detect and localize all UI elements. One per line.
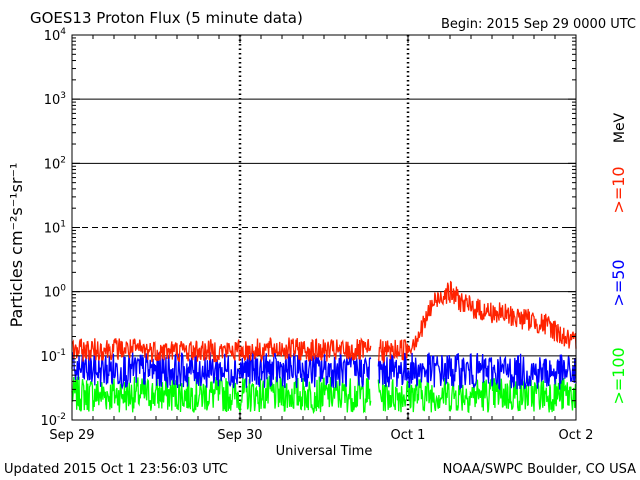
y-tick-label: 104 [44,27,67,44]
y-tick-exponent: 2 [60,155,66,165]
y-tick-base: 10 [44,93,61,108]
legend-entry: >=10 [609,166,628,213]
y-tick-label: 10-1 [40,348,66,365]
legend-entry: >=50 [609,259,628,306]
y-tick-exponent: 4 [60,27,66,37]
y-tick-exponent: 1 [60,220,66,230]
tick-layer [71,34,577,421]
legend-entry: >=100 [609,347,628,404]
y-tick-base: 10 [44,286,61,301]
begin-time-label: Begin: 2015 Sep 29 0000 UTC [441,17,636,32]
legend: MeV >=10 >=50 >=100 [609,112,628,404]
y-tick-base: 10 [40,414,57,429]
y-tick-label: 103 [44,91,66,108]
x-axis-label: Universal Time [276,444,373,459]
x-tick-label: Oct 2 [559,428,594,443]
y-axis-label: Particles cm⁻²s⁻¹sr⁻¹ [7,163,26,328]
y-tick-base: 10 [44,157,61,172]
series-line-gte10 [71,280,577,364]
y-tick-label: 102 [44,155,66,172]
series-line-gte50 [71,350,577,391]
series-layer [71,280,577,415]
source-credit: NOAA/SWPC Boulder, CO USA [443,462,636,477]
updated-timestamp: Updated 2015 Oct 1 23:56:03 UTC [4,462,228,477]
y-tick-base: 10 [44,222,61,237]
y-tick-base: 10 [44,29,61,44]
y-tick-base: 10 [40,350,57,365]
x-tick-labels: Sep 29 Sep 30 Oct 1 Oct 2 [49,428,593,443]
series-line-gte100 [71,375,577,415]
chart-title: GOES13 Proton Flux (5 minute data) [30,9,303,27]
legend-unit: MeV [612,112,628,143]
y-tick-label: 10-2 [40,412,66,429]
y-tick-exponent: -2 [57,412,66,422]
x-tick-label: Oct 1 [391,428,426,443]
y-tick-exponent: -1 [57,348,66,358]
x-tick-label: Sep 30 [217,428,262,443]
x-tick-label: Sep 29 [49,428,94,443]
y-tick-label: 100 [44,284,67,301]
y-tick-label: 101 [44,220,66,237]
y-tick-exponent: 0 [60,284,66,294]
y-tick-exponent: 3 [60,91,66,101]
